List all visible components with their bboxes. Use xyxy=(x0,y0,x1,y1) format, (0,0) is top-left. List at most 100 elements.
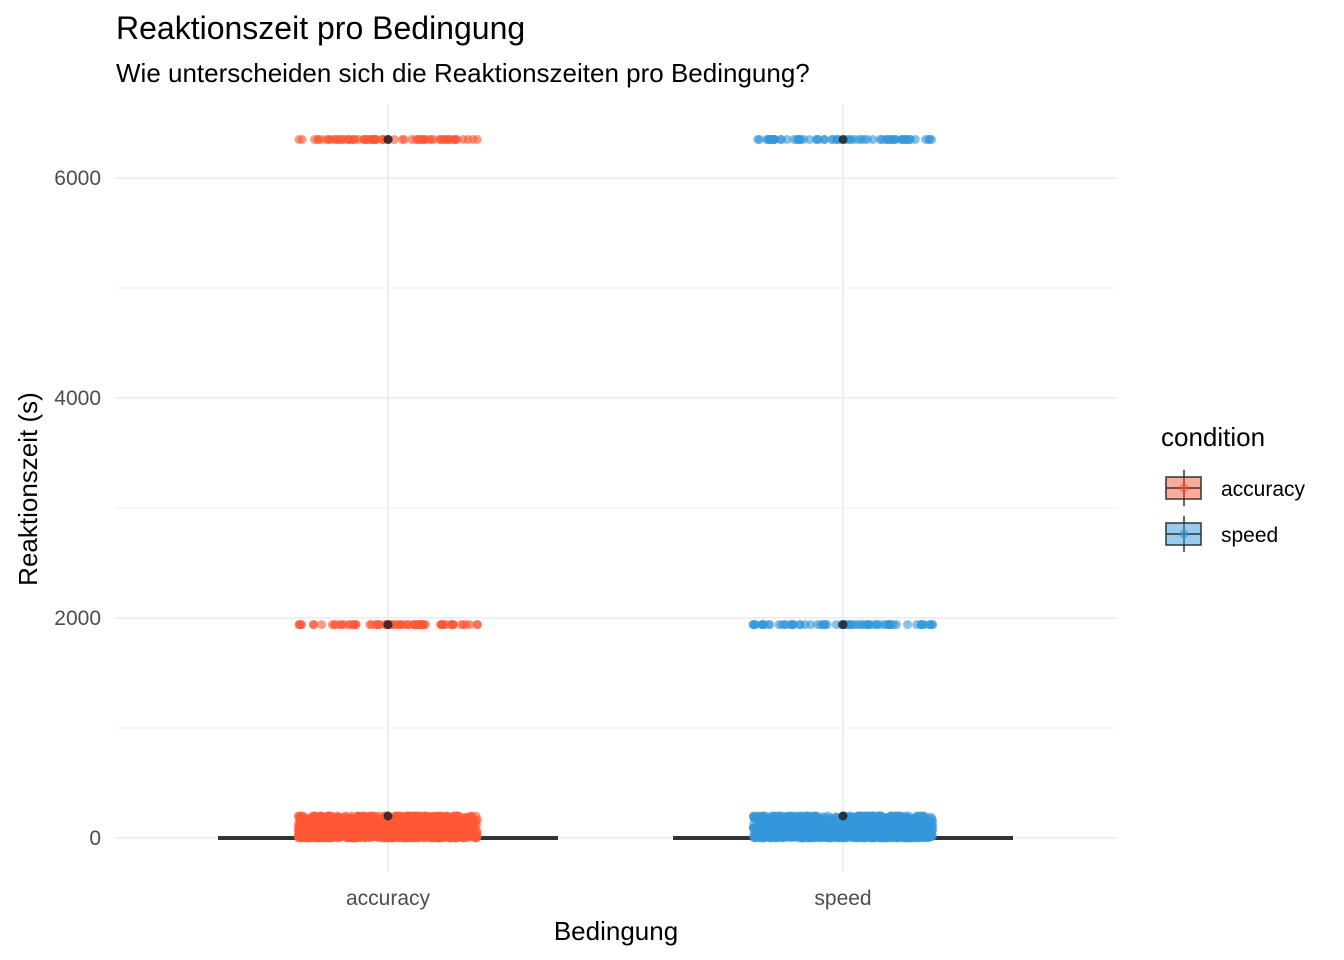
data-point-speed xyxy=(777,135,786,144)
y-axis-title: Reaktionszeit (s) xyxy=(13,392,43,586)
data-point-speed xyxy=(840,827,850,837)
data-point-accuracy xyxy=(396,620,406,630)
x-axis-ticks: accuracy speed xyxy=(346,887,872,910)
data-point-speed xyxy=(884,830,894,839)
chart-title: Reaktionszeit pro Bedingung xyxy=(116,10,526,46)
data-point-accuracy xyxy=(296,825,306,835)
data-point-speed xyxy=(846,811,856,821)
data-point-speed xyxy=(883,135,893,144)
data-point-accuracy xyxy=(442,811,452,821)
data-point-speed xyxy=(841,820,851,830)
data-point-speed xyxy=(759,827,769,837)
data-point-speed xyxy=(789,811,799,821)
data-point-accuracy xyxy=(407,135,417,144)
data-point-speed xyxy=(787,620,797,630)
mean-point-accuracy xyxy=(383,620,393,630)
data-point-accuracy xyxy=(430,832,440,842)
data-point-accuracy xyxy=(448,620,458,630)
data-point-accuracy xyxy=(340,811,350,821)
data-point-accuracy xyxy=(425,826,435,835)
mean-point-speed xyxy=(838,620,848,630)
data-point-accuracy xyxy=(473,620,482,630)
data-point-speed xyxy=(761,135,771,144)
data-point-speed xyxy=(768,826,778,835)
data-point-speed xyxy=(785,821,795,831)
data-point-speed xyxy=(820,620,830,630)
data-point-speed xyxy=(902,135,912,144)
data-point-accuracy xyxy=(472,827,482,837)
data-point-speed xyxy=(891,821,901,831)
data-point-speed xyxy=(750,620,759,630)
legend-item-speed: speed xyxy=(1165,516,1278,552)
data-point-accuracy xyxy=(458,620,468,630)
data-point-accuracy xyxy=(436,620,446,630)
data-point-accuracy xyxy=(379,820,389,830)
data-point-accuracy xyxy=(416,620,426,630)
data-point-speed xyxy=(798,822,808,832)
data-point-speed xyxy=(863,822,872,832)
data-point-accuracy xyxy=(441,819,451,828)
data-point-accuracy xyxy=(367,831,377,841)
data-point-speed xyxy=(759,620,768,630)
data-point-speed xyxy=(903,620,913,630)
data-point-speed xyxy=(918,811,928,821)
y-tick-label: 6000 xyxy=(54,167,101,190)
data-point-accuracy xyxy=(391,829,401,839)
data-point-accuracy xyxy=(351,620,361,630)
data-point-speed xyxy=(803,811,813,821)
data-point-speed xyxy=(749,811,758,821)
data-point-accuracy xyxy=(389,135,399,144)
legend-label: accuracy xyxy=(1221,478,1306,501)
data-point-speed xyxy=(811,135,821,144)
grid-lines xyxy=(116,104,1117,872)
mean-points xyxy=(383,135,848,821)
data-point-accuracy xyxy=(310,135,320,144)
data-point-accuracy xyxy=(317,620,326,630)
data-point-speed xyxy=(852,833,861,843)
data-point-speed xyxy=(795,135,805,144)
x-axis-title: Bedingung xyxy=(554,916,678,946)
data-point-accuracy xyxy=(429,811,439,821)
y-tick-label: 0 xyxy=(89,827,101,850)
data-point-accuracy xyxy=(429,135,439,144)
data-point-speed xyxy=(797,811,806,821)
data-point-accuracy xyxy=(324,824,334,834)
data-point-accuracy xyxy=(450,811,460,821)
data-point-accuracy xyxy=(361,820,371,830)
data-point-speed xyxy=(904,811,914,821)
data-point-speed xyxy=(912,823,921,833)
data-point-speed xyxy=(827,135,837,144)
data-point-accuracy xyxy=(406,811,415,821)
data-point-accuracy xyxy=(376,833,385,843)
data-point-accuracy xyxy=(360,811,369,821)
data-point-speed xyxy=(864,620,874,630)
data-point-speed xyxy=(765,620,775,630)
data-point-speed xyxy=(876,811,886,821)
data-point-speed xyxy=(927,830,937,840)
chart-subtitle: Wie unterscheiden sich die Reaktionszeit… xyxy=(116,58,810,88)
data-point-accuracy xyxy=(421,811,431,821)
data-point-speed xyxy=(892,831,902,841)
data-point-accuracy xyxy=(463,824,473,834)
data-point-speed xyxy=(868,135,878,144)
data-point-speed xyxy=(924,620,934,630)
jitter-points xyxy=(293,135,938,843)
data-point-accuracy xyxy=(463,135,473,144)
data-point-speed xyxy=(768,135,778,144)
data-point-accuracy xyxy=(315,832,325,842)
data-point-speed xyxy=(918,831,928,841)
data-point-speed xyxy=(804,832,814,842)
data-point-speed xyxy=(850,135,860,144)
data-point-accuracy xyxy=(399,135,409,144)
data-point-speed xyxy=(758,811,768,821)
data-point-accuracy xyxy=(445,135,455,144)
data-point-speed xyxy=(892,811,902,821)
data-point-accuracy xyxy=(344,135,353,144)
data-point-speed xyxy=(873,620,883,630)
data-point-accuracy xyxy=(310,811,319,821)
data-point-accuracy xyxy=(325,811,335,821)
mean-point-accuracy xyxy=(383,135,393,144)
x-tick-label: speed xyxy=(814,887,871,910)
data-point-accuracy xyxy=(466,811,476,821)
y-tick-label: 2000 xyxy=(54,607,101,630)
